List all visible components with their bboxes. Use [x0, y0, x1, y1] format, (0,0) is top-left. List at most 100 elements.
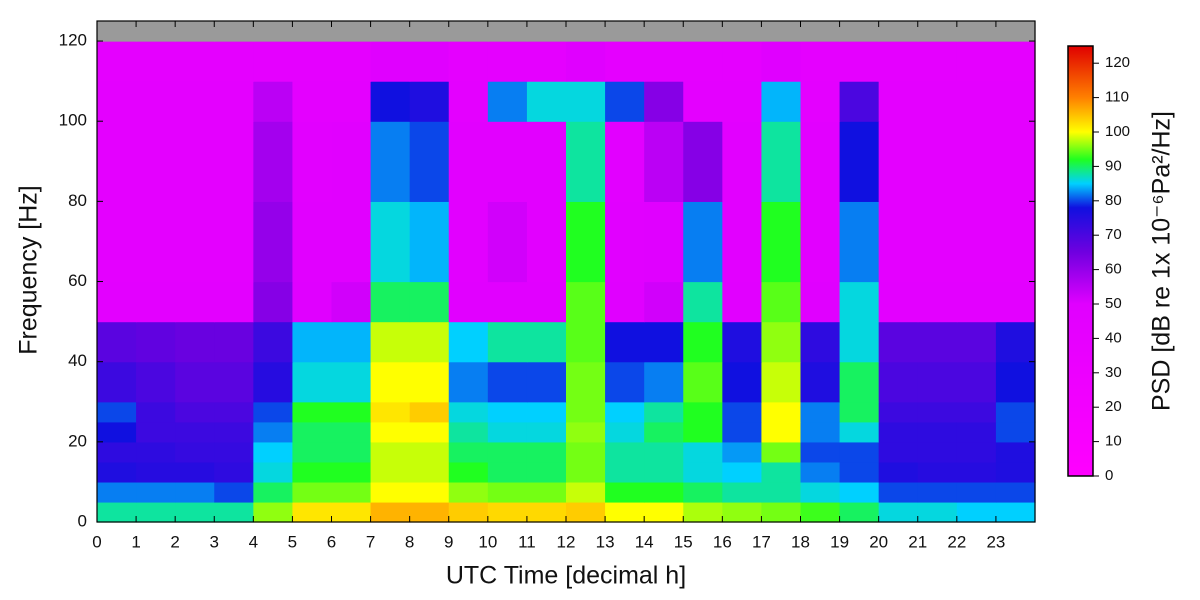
heatmap-cell	[800, 281, 841, 323]
heatmap-cell	[956, 421, 997, 443]
heatmap-cell	[253, 201, 294, 283]
heatmap-cell	[839, 501, 880, 523]
heatmap-cell	[487, 421, 528, 443]
heatmap-cell	[253, 121, 294, 202]
heatmap-cell	[448, 121, 489, 202]
heatmap-cell	[136, 201, 176, 283]
heatmap-cell	[331, 21, 372, 42]
heatmap-cell	[995, 201, 1036, 283]
heatmap-cell	[800, 321, 841, 363]
heatmap-cell	[644, 421, 684, 443]
heatmap-cell	[292, 401, 333, 423]
heatmap-cell	[331, 81, 372, 122]
heatmap-cell	[683, 81, 723, 122]
heatmap-cell	[175, 501, 215, 523]
colorbar-tick-label: 80	[1105, 192, 1122, 209]
heatmap-cell	[448, 21, 489, 42]
y-tick-label: 60	[68, 271, 87, 290]
heatmap-cell	[683, 121, 723, 202]
heatmap-cell	[97, 81, 137, 122]
heatmap-cell	[605, 401, 645, 423]
heatmap-cell	[526, 41, 567, 82]
heatmap-cell	[370, 21, 411, 42]
heatmap-cell	[800, 41, 841, 82]
heatmap-cell	[917, 81, 958, 122]
colorbar-tick-label: 10	[1105, 433, 1122, 450]
heatmap-cell	[839, 21, 880, 42]
heatmap-cell	[722, 41, 763, 82]
heatmap-cell	[409, 501, 450, 523]
heatmap-cell	[956, 201, 997, 283]
heatmap-cell	[800, 201, 841, 283]
heatmap-cell	[956, 321, 997, 363]
heatmap-cell	[487, 461, 528, 483]
heatmap-cell	[995, 121, 1036, 202]
heatmap-cell	[566, 361, 606, 403]
heatmap-cell	[331, 421, 372, 443]
x-tick-label: 20	[869, 532, 888, 551]
heatmap-cell	[878, 401, 919, 423]
heatmap-cell	[136, 501, 176, 523]
heatmap-cell	[956, 401, 997, 423]
heatmap-cell	[370, 41, 411, 82]
heatmap-cell	[487, 481, 528, 503]
heatmap-cell	[761, 281, 802, 323]
colorbar-tick-label: 110	[1105, 89, 1129, 106]
x-tick-label: 2	[170, 532, 179, 551]
heatmap-cell	[956, 461, 997, 483]
heatmap-cell	[214, 121, 254, 202]
heatmap-cell	[800, 481, 841, 503]
heatmap-cell	[97, 461, 137, 483]
heatmap-cell	[97, 361, 137, 403]
heatmap-cell	[917, 441, 958, 463]
heatmap-cell	[761, 461, 802, 483]
heatmap-cell	[370, 441, 411, 463]
heatmap-cell	[839, 281, 880, 323]
heatmap-cell	[214, 281, 254, 323]
heatmap-cell	[761, 21, 802, 42]
heatmap-cell	[409, 81, 450, 122]
heatmap-cell	[526, 81, 567, 122]
heatmap-cell	[97, 281, 137, 323]
heatmap-cell	[136, 361, 176, 403]
x-tick-label: 19	[830, 532, 849, 551]
heatmap-cell	[97, 201, 137, 283]
heatmap-cell	[487, 441, 528, 463]
y-tick-label: 20	[68, 431, 87, 450]
heatmap-cell	[566, 41, 606, 82]
heatmap-cell	[566, 441, 606, 463]
heatmap-cell	[995, 461, 1036, 483]
heatmap-cell	[878, 461, 919, 483]
heatmap-cell	[644, 41, 684, 82]
colorbar-tick-label: 120	[1105, 54, 1130, 71]
heatmap-cell	[136, 281, 176, 323]
heatmap-cell	[683, 321, 723, 363]
x-tick-label: 16	[713, 532, 732, 551]
heatmap-cell	[956, 21, 997, 42]
heatmap-cell	[487, 401, 528, 423]
heatmap-cell	[761, 421, 802, 443]
heatmap-cell	[722, 441, 763, 463]
heatmap-cell	[956, 81, 997, 122]
heatmap-cell	[331, 41, 372, 82]
heatmap-cell	[331, 361, 372, 403]
heatmap-cell	[253, 281, 294, 323]
heatmap-cell	[917, 41, 958, 82]
heatmap-cell	[956, 121, 997, 202]
x-tick-label: 8	[405, 532, 414, 551]
heatmap-cell	[761, 201, 802, 283]
heatmap-cell	[370, 481, 411, 503]
heatmap-cell	[800, 461, 841, 483]
heatmap-cell	[97, 481, 137, 503]
heatmap-cell	[175, 461, 215, 483]
heatmap-cell	[995, 421, 1036, 443]
heatmap-cell	[370, 501, 411, 523]
heatmap-cell	[175, 441, 215, 463]
heatmap-cell	[956, 41, 997, 82]
heatmap-cell	[800, 81, 841, 122]
heatmap-cell	[331, 501, 372, 523]
heatmap-cell	[566, 401, 606, 423]
heatmap-cell	[722, 321, 763, 363]
heatmap-cell	[878, 481, 919, 503]
heatmap-cell	[566, 501, 606, 523]
